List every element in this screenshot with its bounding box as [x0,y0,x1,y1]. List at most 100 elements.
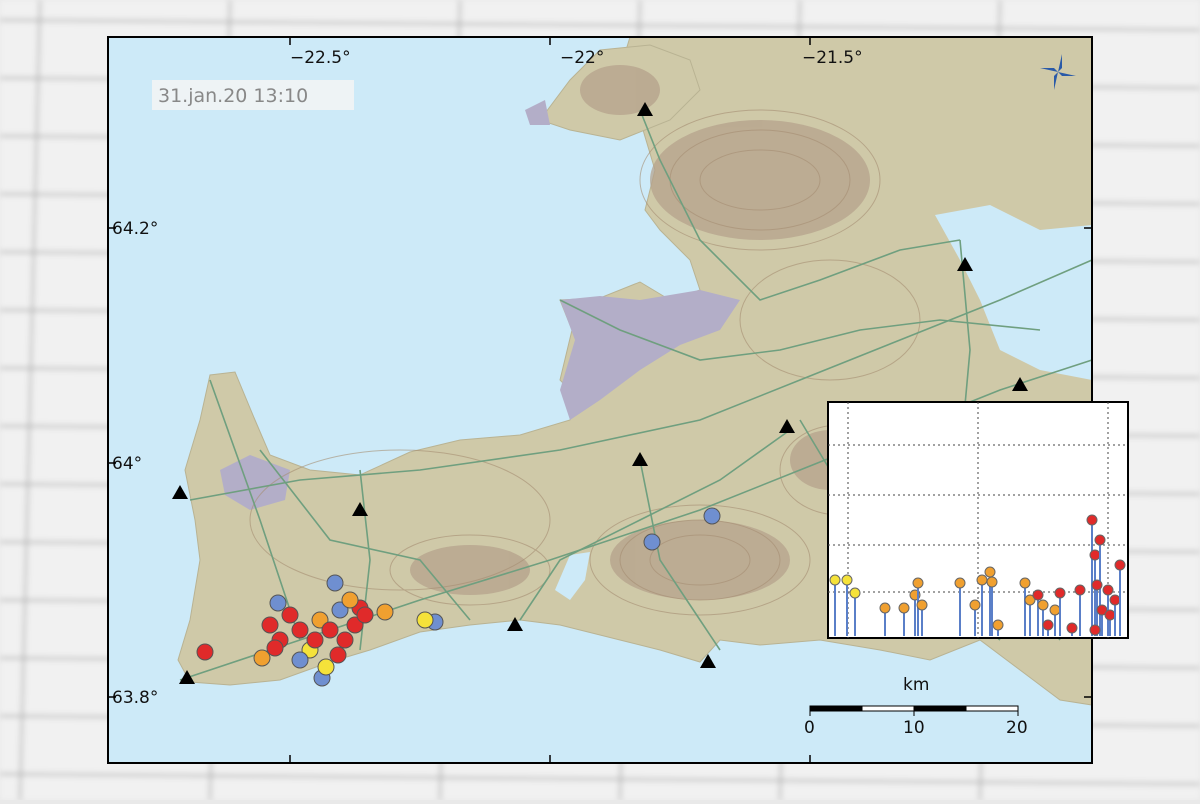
scale-tick: 0 [804,718,815,738]
table-row-line [0,773,1200,785]
inset-marker [1089,624,1101,636]
inset-plot [827,401,1129,639]
lat-label: 63.8° [112,688,158,708]
road [259,449,471,621]
scale-tick: 10 [903,718,925,738]
lake [935,205,1092,380]
station-icon [700,654,716,668]
lat-label: 64° [112,454,142,474]
road [209,379,301,641]
inset-marker [1054,587,1066,599]
earthquake-marker [643,533,661,551]
station-icon [779,419,795,433]
earthquake-marker [281,606,299,624]
inset-marker [986,576,998,588]
inset-marker [1042,619,1054,631]
earthquake-marker [336,631,354,649]
inset-marker [849,587,861,599]
urban-area [220,100,740,510]
inset-marker [1032,589,1044,601]
timestamp-box [152,80,354,110]
contour [249,449,551,591]
earthquake-marker [291,651,309,669]
scale-unit: km [903,675,929,695]
earthquake-marker [291,621,309,639]
station-icon [172,485,188,499]
station-icon [1012,377,1028,391]
lon-label: −22.5° [290,48,351,68]
inset-marker [841,574,853,586]
contour [589,504,811,616]
inset-marker [898,602,910,614]
earthquake-marker [703,507,721,525]
inset-marker [1094,534,1106,546]
road [559,299,1041,361]
lon-label: −22° [560,48,604,68]
inset-marker [1037,599,1049,611]
inset-marker [984,566,996,578]
earthquake-marker [416,611,434,629]
stations [172,102,1028,684]
road [639,459,721,651]
inset-marker [1086,514,1098,526]
inset-marker [1066,622,1078,634]
inset-marker [1074,584,1086,596]
inset-marker [976,574,988,586]
earthquake-marker [266,639,284,657]
contour [619,519,781,601]
contour [389,534,551,606]
map-frame [107,36,1093,764]
inset-marker [1102,584,1114,596]
table-col-line [19,0,41,801]
earthquake-marker [341,591,359,609]
inset-marker [969,599,981,611]
inset-marker [1091,579,1103,591]
inset-marker [912,577,924,589]
inset-marker [916,599,928,611]
contour [649,534,751,586]
lon-label: −21.5° [802,48,863,68]
lat-label: 64.2° [112,219,158,239]
earthquake-marker [326,574,344,592]
station-icon [352,502,368,516]
road [639,109,961,301]
contour [739,259,921,381]
inset-marker [1019,577,1031,589]
contour [639,109,881,251]
scale-tick: 20 [1006,718,1028,738]
earthquake-marker [356,606,374,624]
earthquake-marker [321,621,339,639]
station-icon [632,452,648,466]
inset-marker [954,577,966,589]
earthquake-marker [317,658,335,676]
station-icon [507,617,523,631]
earthquake-marker [261,616,279,634]
inset-marker [1109,594,1121,606]
earthquakes [196,507,721,687]
earthquake-marker [196,643,214,661]
road [519,429,791,621]
map: 31.jan.20 13:10 −22.5° −22° −21.5° 64.2°… [107,36,1093,764]
inset-marker [1089,549,1101,561]
inset-marker [1049,604,1061,616]
lake [555,552,590,600]
earthquake-marker [376,603,394,621]
inset-marker [1104,609,1116,621]
inset-marker [879,602,891,614]
station-icon [957,257,973,271]
station-icon [637,102,653,116]
earthquake-marker [269,594,287,612]
inset-marker [1114,559,1126,571]
earthquake-marker [306,631,324,649]
station-icon [179,670,195,684]
earthquake-marker [253,649,271,667]
earthquake-marker [329,646,347,664]
scale-bar [809,705,1019,716]
contour [699,149,821,211]
timestamp: 31.jan.20 13:10 [158,85,308,107]
inset-marker [992,619,1004,631]
inset-marker [829,574,841,586]
inset-marker [1024,594,1036,606]
